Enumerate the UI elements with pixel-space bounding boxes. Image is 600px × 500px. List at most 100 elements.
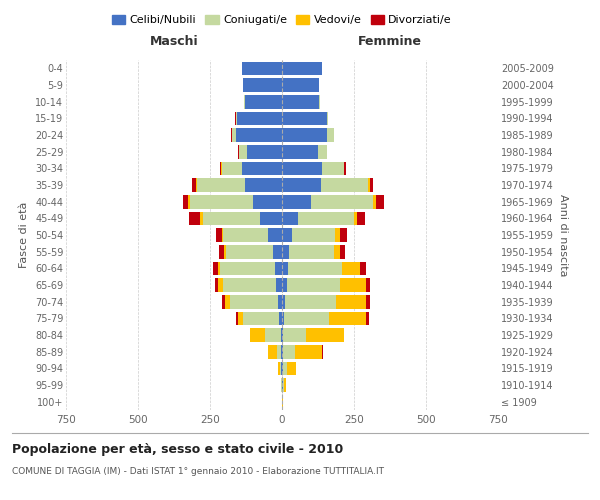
Bar bbox=[197, 178, 245, 192]
Bar bbox=[280, 362, 281, 375]
Bar bbox=[222, 295, 225, 308]
Text: COMUNE DI TAGGIA (IM) - Dati ISTAT 1° gennaio 2010 - Elaborazione TUTTITALIA.IT: COMUNE DI TAGGIA (IM) - Dati ISTAT 1° ge… bbox=[12, 468, 384, 476]
Bar bbox=[236, 112, 238, 125]
Bar bbox=[282, 212, 298, 225]
Bar bbox=[336, 295, 366, 308]
Bar bbox=[224, 245, 226, 258]
Bar bbox=[190, 195, 253, 208]
Bar bbox=[282, 262, 288, 275]
Bar bbox=[282, 362, 283, 375]
Bar bbox=[278, 295, 282, 308]
Bar bbox=[284, 378, 286, 392]
Bar bbox=[282, 228, 292, 242]
Bar bbox=[283, 345, 295, 358]
Bar bbox=[250, 328, 265, 342]
Bar bbox=[368, 178, 370, 192]
Bar bbox=[340, 228, 347, 242]
Text: Maschi: Maschi bbox=[149, 36, 199, 49]
Bar bbox=[275, 262, 282, 275]
Bar bbox=[247, 145, 282, 158]
Bar bbox=[282, 112, 326, 125]
Bar bbox=[292, 228, 335, 242]
Bar bbox=[243, 78, 282, 92]
Bar bbox=[343, 262, 360, 275]
Bar bbox=[192, 178, 196, 192]
Bar bbox=[218, 262, 220, 275]
Bar bbox=[322, 162, 344, 175]
Bar bbox=[223, 278, 276, 292]
Bar bbox=[321, 178, 368, 192]
Bar bbox=[225, 295, 230, 308]
Bar bbox=[287, 362, 296, 375]
Bar bbox=[223, 228, 268, 242]
Bar bbox=[307, 328, 344, 342]
Bar bbox=[282, 95, 319, 108]
Bar bbox=[282, 178, 321, 192]
Bar bbox=[358, 212, 365, 225]
Bar bbox=[282, 162, 322, 175]
Bar bbox=[360, 262, 365, 275]
Bar bbox=[288, 262, 343, 275]
Bar bbox=[239, 145, 247, 158]
Bar bbox=[367, 278, 370, 292]
Bar bbox=[236, 128, 282, 142]
Bar bbox=[242, 162, 282, 175]
Bar bbox=[340, 278, 367, 292]
Bar bbox=[370, 178, 373, 192]
Bar bbox=[238, 312, 243, 325]
Bar bbox=[219, 245, 224, 258]
Bar bbox=[274, 245, 282, 258]
Bar bbox=[282, 278, 287, 292]
Bar bbox=[282, 128, 326, 142]
Bar bbox=[215, 278, 218, 292]
Bar bbox=[282, 145, 318, 158]
Bar bbox=[232, 128, 236, 142]
Bar bbox=[318, 145, 326, 158]
Bar bbox=[366, 295, 370, 308]
Bar bbox=[260, 212, 282, 225]
Bar bbox=[335, 228, 340, 242]
Legend: Celibi/Nubili, Coniugati/e, Vedovi/e, Divorziati/e: Celibi/Nubili, Coniugati/e, Vedovi/e, Di… bbox=[107, 10, 457, 30]
Bar bbox=[311, 195, 373, 208]
Bar bbox=[245, 95, 282, 108]
Y-axis label: Anni di nascita: Anni di nascita bbox=[557, 194, 568, 276]
Bar bbox=[283, 378, 284, 392]
Bar bbox=[326, 128, 334, 142]
Text: Popolazione per età, sesso e stato civile - 2010: Popolazione per età, sesso e stato civil… bbox=[12, 442, 343, 456]
Bar bbox=[282, 328, 283, 342]
Bar bbox=[236, 312, 238, 325]
Bar bbox=[253, 195, 282, 208]
Bar bbox=[298, 212, 354, 225]
Bar bbox=[289, 245, 334, 258]
Bar bbox=[282, 345, 283, 358]
Bar bbox=[282, 195, 311, 208]
Bar bbox=[287, 278, 340, 292]
Bar bbox=[182, 195, 188, 208]
Bar bbox=[220, 262, 275, 275]
Bar bbox=[218, 278, 223, 292]
Bar bbox=[265, 328, 281, 342]
Bar bbox=[226, 245, 274, 258]
Bar bbox=[196, 178, 197, 192]
Bar bbox=[340, 245, 346, 258]
Bar bbox=[326, 112, 328, 125]
Bar bbox=[188, 195, 190, 208]
Bar bbox=[276, 278, 282, 292]
Bar bbox=[281, 345, 282, 358]
Bar bbox=[238, 112, 282, 125]
Bar bbox=[217, 228, 221, 242]
Bar bbox=[278, 362, 280, 375]
Bar bbox=[242, 62, 282, 75]
Bar bbox=[354, 212, 358, 225]
Bar bbox=[367, 312, 369, 325]
Bar bbox=[221, 162, 242, 175]
Bar bbox=[230, 295, 278, 308]
Bar bbox=[344, 162, 346, 175]
Bar bbox=[268, 345, 277, 358]
Bar bbox=[282, 62, 322, 75]
Bar bbox=[268, 228, 282, 242]
Bar bbox=[200, 212, 203, 225]
Bar bbox=[373, 195, 376, 208]
Y-axis label: Fasce di età: Fasce di età bbox=[19, 202, 29, 268]
Bar bbox=[189, 212, 200, 225]
